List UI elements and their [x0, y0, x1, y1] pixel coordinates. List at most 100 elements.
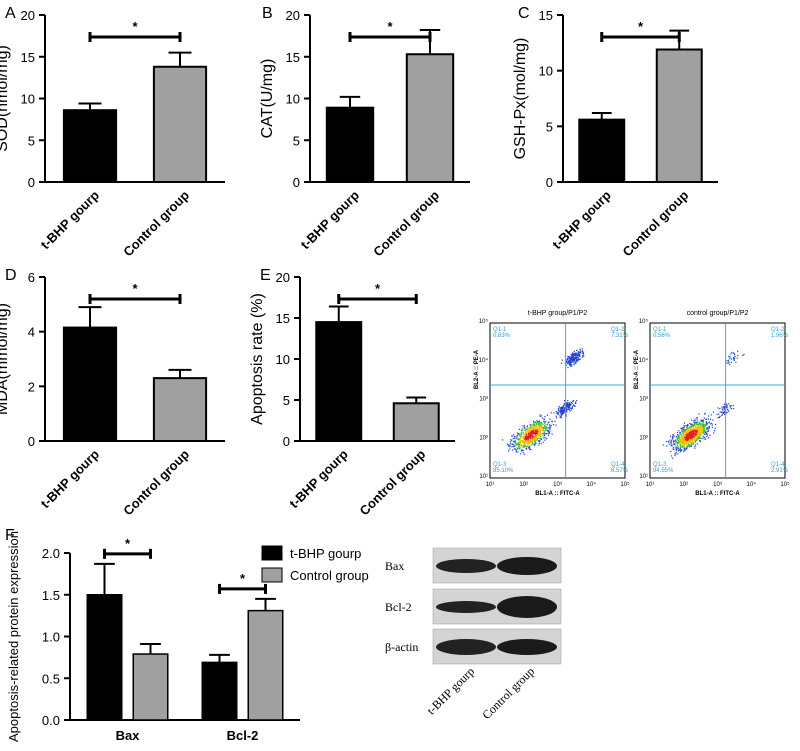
flow-dot	[563, 408, 565, 410]
flow-dot	[721, 408, 723, 410]
flow-dot	[731, 351, 733, 354]
flow-dot	[720, 411, 723, 414]
flow-dot	[539, 424, 541, 426]
flow-dot	[701, 424, 703, 426]
flow-dot	[694, 423, 697, 425]
flow-dot	[543, 430, 545, 432]
flow-dot	[518, 444, 520, 447]
flow-dot	[694, 420, 696, 422]
flow-dot	[533, 422, 535, 425]
flow-dot	[529, 442, 531, 444]
flow-dot	[507, 445, 510, 447]
flow-dot	[692, 437, 695, 439]
flow-dot	[733, 358, 735, 360]
flow-dot	[522, 437, 524, 439]
flow-dot	[708, 421, 710, 423]
flow-dot	[568, 355, 570, 358]
flow-dot	[526, 439, 528, 441]
flow-dot	[537, 429, 539, 431]
flow-dot	[668, 441, 670, 443]
flow-dot	[549, 418, 551, 420]
bar	[392, 402, 440, 442]
flow-dot	[552, 423, 555, 426]
flow-dot	[718, 413, 720, 415]
flow-dot	[537, 440, 540, 442]
flow-dot	[683, 445, 685, 447]
flow-dot	[540, 438, 543, 441]
flow-dot	[680, 445, 682, 447]
y-tick-label: 4	[28, 325, 35, 340]
flow-dot	[534, 442, 536, 444]
flow-dot	[678, 441, 681, 443]
flow-x-tick: 10⁵	[620, 481, 630, 488]
flow-dot	[684, 441, 687, 443]
flow-dot	[564, 411, 566, 413]
flow-dot	[733, 352, 735, 355]
flow-dot	[685, 431, 687, 433]
flow-dot	[529, 438, 532, 440]
flow-dot	[531, 439, 534, 441]
flow-dot	[684, 439, 686, 441]
flow-dot	[688, 436, 690, 438]
flow-dot	[538, 431, 540, 433]
flow-dot	[526, 443, 528, 445]
flow-dot	[537, 430, 539, 432]
flow-dot	[570, 407, 572, 410]
flow-dot	[685, 424, 687, 427]
quadrant-value: 7.31%	[611, 333, 629, 339]
flow-dot	[575, 399, 578, 402]
flow-dot	[689, 432, 691, 434]
flow-dot	[728, 361, 730, 363]
flow-dot	[526, 425, 529, 427]
flow-dot	[703, 436, 705, 438]
flow-dot	[708, 422, 710, 424]
flow-dot	[733, 359, 735, 362]
flow-dot	[576, 349, 578, 352]
flow-dot	[673, 435, 675, 437]
flow-dot	[706, 424, 708, 426]
flow-dot	[548, 421, 550, 423]
flow-dot	[538, 421, 541, 423]
flow-x-tick: 10⁴	[747, 481, 757, 488]
flow-dot	[567, 400, 569, 402]
flow-dot	[571, 360, 573, 362]
flow-dot	[683, 439, 685, 441]
y-axis-label: SOD(nmol/mg)	[0, 45, 11, 152]
flow-dot	[728, 356, 730, 358]
flow-dot	[520, 439, 522, 442]
flow-dot	[519, 440, 521, 442]
flow-dot	[534, 438, 536, 441]
flow-dot	[569, 361, 571, 363]
flow-dot	[694, 440, 696, 443]
flow-y-tick: 10⁴	[479, 357, 489, 364]
flow-dot	[563, 403, 565, 405]
flow-dot	[681, 444, 683, 446]
flow-dot	[723, 406, 725, 408]
flow-dot	[689, 437, 691, 439]
flow-dot	[692, 440, 694, 442]
flow-dot	[547, 422, 549, 424]
flow-dot	[686, 431, 688, 433]
flow-dot	[685, 440, 687, 442]
flow-dot	[695, 427, 698, 429]
flow-dot	[526, 445, 528, 448]
flow-dot	[678, 435, 680, 438]
flow-dot	[541, 428, 543, 430]
flow-dot	[704, 433, 706, 435]
flow-x-tick: 10³	[553, 482, 562, 488]
flow-dot	[707, 429, 710, 431]
flow-dot	[560, 410, 562, 412]
flow-dot	[522, 452, 524, 454]
flow-x-label: BL1-A :: FITC-A	[695, 491, 740, 497]
flow-dot	[689, 434, 691, 436]
flow-dot	[534, 437, 536, 439]
flow-dot	[569, 410, 571, 412]
flow-dot	[551, 420, 553, 422]
flow-dot	[529, 435, 531, 438]
flow-dot	[528, 447, 530, 450]
flow-dot	[695, 438, 698, 440]
flow-dot	[575, 352, 577, 354]
flow-dot	[518, 438, 520, 441]
flow-dot	[674, 439, 677, 441]
flow-dot	[700, 437, 702, 440]
